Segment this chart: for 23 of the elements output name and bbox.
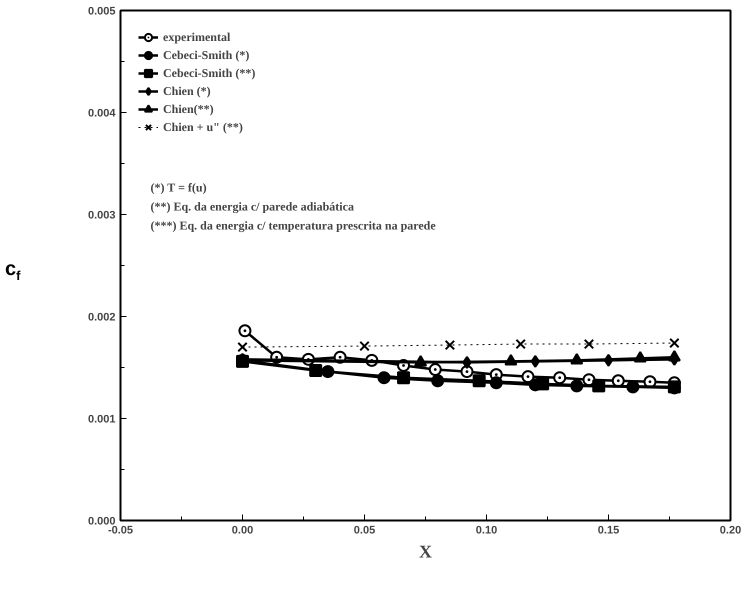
y-tick-label: 0.004 xyxy=(88,108,116,120)
x-tick-label: 0.05 xyxy=(354,524,376,536)
legend-label: Chien (*) xyxy=(163,82,211,100)
annotation: (*) T = f(u) xyxy=(150,180,207,194)
x-tick-label: -0.05 xyxy=(108,524,134,536)
x-tick-label: 0.20 xyxy=(720,524,742,536)
x-tick-label: 0.10 xyxy=(476,524,498,536)
legend-label: Chien(**) xyxy=(163,100,214,118)
legend-label: Cebeci-Smith (**) xyxy=(163,64,256,82)
y-tick-label: 0.001 xyxy=(88,414,116,426)
y-tick-label: 0.003 xyxy=(88,210,116,222)
legend-label: experimental xyxy=(163,28,230,46)
y-axis-title: c$_{f}$ xyxy=(5,257,20,285)
annotation: (***) Eq. da energia c/ temperatura prescrita na parede xyxy=(150,218,436,232)
y-tick-label: 0.005 xyxy=(88,6,116,18)
x-axis-title: X xyxy=(419,542,432,562)
x-tick-label: 0.15 xyxy=(598,524,620,536)
legend-label: Chien + u" (**) xyxy=(163,118,243,136)
annotation: (**) Eq. da energia c/ parede adiabática xyxy=(150,200,354,214)
x-tick-label: 0.00 xyxy=(232,524,254,536)
y-tick-label: 0.002 xyxy=(88,312,116,324)
legend-label: Cebeci-Smith (*) xyxy=(163,46,250,64)
y-tick-label: 0.000 xyxy=(88,516,116,528)
